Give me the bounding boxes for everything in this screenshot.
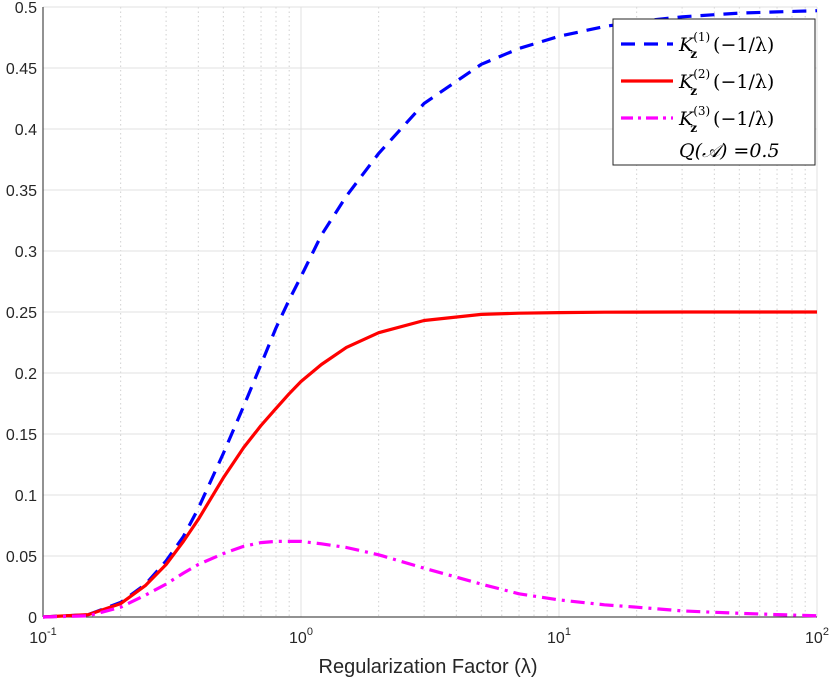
- y-tick-label: 0.1: [15, 488, 37, 505]
- series-line-2: [42, 310, 817, 619]
- y-tick-label: 0.2: [15, 366, 37, 383]
- tick-labels: 0 0.05 0.1 0.15 0.2 0.25 0.3 0.35 0.4 0.45 0.5 10-1…: [6, 0, 829, 647]
- x-tick-label: 102: [805, 626, 829, 647]
- y-tick-label: 0.45: [6, 61, 37, 78]
- y-tick-label: 0.4: [15, 122, 37, 139]
- series-line-1: [42, 9, 818, 619]
- y-tick-label: 0.35: [6, 183, 37, 200]
- legend-entry-1: K(1) z (−1/λ): [678, 30, 774, 61]
- x-tick-label: 100: [289, 626, 313, 647]
- y-tick-label: 0.05: [6, 549, 37, 566]
- y-tick-label: 0.5: [15, 0, 37, 17]
- axes: [42, 7, 817, 618]
- series-line-3: [42, 539, 818, 619]
- y-tick-label: 0: [28, 610, 37, 627]
- legend: K(1) z (−1/λ) K(2) z (−1/λ) K(3) z (−1/λ) Q(𝒜) =0…: [612, 18, 816, 166]
- y-tick-label: 0.25: [6, 305, 37, 322]
- legend-entry-3: K(3) z (−1/λ): [678, 104, 774, 135]
- y-tick-label: 0.3: [15, 244, 37, 261]
- legend-entry-2: K(2) z (−1/λ): [678, 67, 774, 98]
- x-tick-label: 101: [547, 626, 571, 647]
- y-tick-label: 0.15: [6, 427, 37, 444]
- x-axis-label: Regularization Factor (λ): [319, 656, 538, 678]
- x-tick-label: 10-1: [29, 626, 57, 647]
- legend-entry-q: Q(𝒜) =0.5: [679, 140, 780, 162]
- series-group: [42, 9, 818, 619]
